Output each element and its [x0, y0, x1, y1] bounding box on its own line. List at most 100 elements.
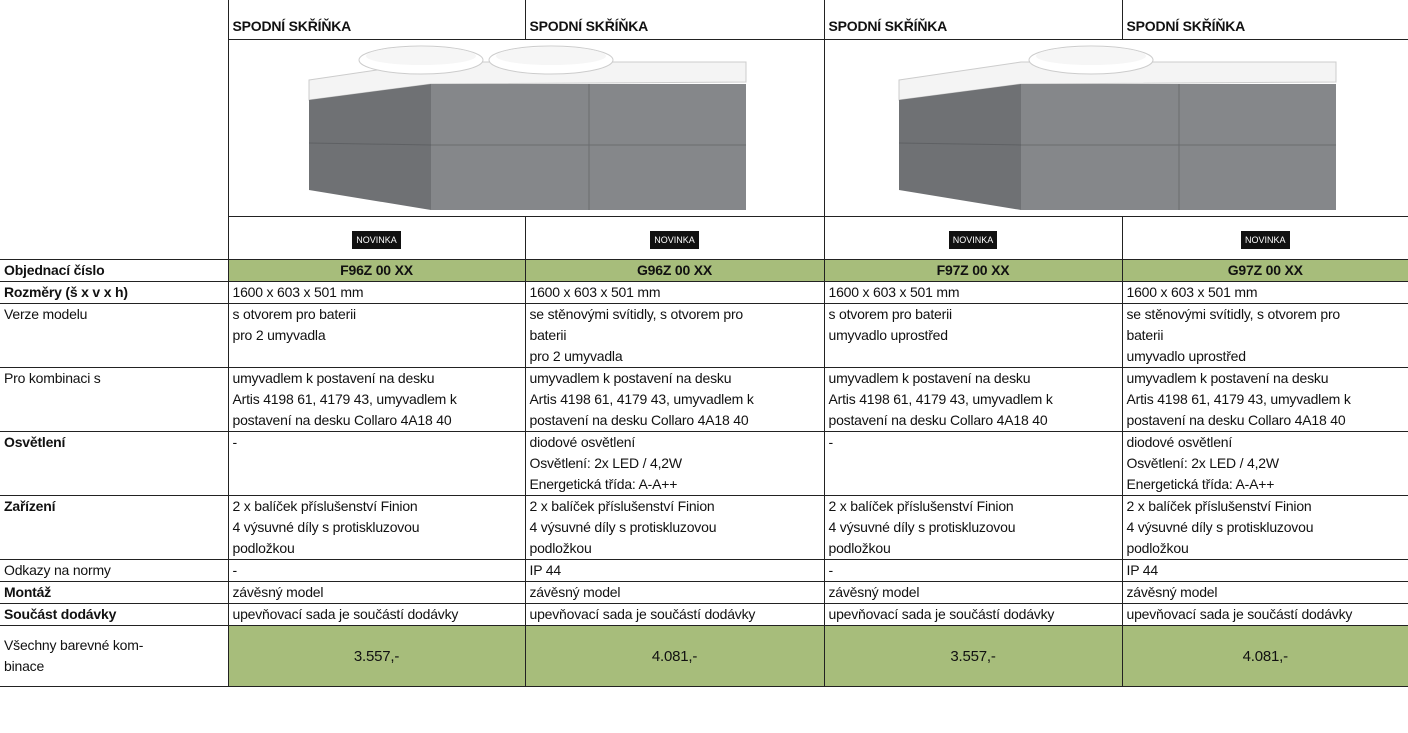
empty-cell [0, 0, 229, 40]
spec-cell: závěsný model [227, 581, 526, 604]
spec-cell: se stěnovými svítidly, s otvorem pro bate… [524, 303, 825, 368]
spec-row: Zařízení 2 x balíček příslušenství Finion… [0, 495, 1408, 560]
text-line: F97Z 00 XX [936, 262, 1010, 278]
text-line: umyvadlem k postavení na desku [1126, 370, 1329, 386]
text-line: Pro kombinaci s [4, 370, 101, 386]
spec-cell: 2 x balíček příslušenství Finion 4 výsuvn… [1121, 495, 1408, 560]
text-line: Artis 4198 61, 4179 43, umyvadlem k [529, 391, 754, 407]
text-line: Všechny barevné kom- [4, 637, 144, 653]
image-cell [823, 39, 1408, 217]
spec-table: SPODNÍ SKŘÍŇKA SPODNÍ SKŘÍŇKA SPODNÍ SKŘÍŇ… [0, 0, 1408, 687]
spec-cell: F97Z 00 XX [823, 259, 1123, 282]
row-label: Odkazy na normy [0, 559, 229, 582]
text-line: 2 x balíček příslušenství Finion [828, 498, 1014, 514]
text-line: 4.081,- [651, 647, 698, 665]
image-row [0, 39, 1408, 217]
text-line: Artis 4198 61, 4179 43, umyvadlem k [828, 391, 1053, 407]
spec-cell: IP 44 [524, 559, 825, 582]
row-label: Verze modelu [0, 303, 229, 368]
empty-cell [0, 216, 229, 260]
text-line: 4 výsuvné díly s protiskluzovou [1126, 519, 1314, 535]
text-line: 4 výsuvné díly s protiskluzovou [828, 519, 1016, 535]
spec-cell: F96Z 00 XX [227, 259, 526, 282]
spec-cell: závěsný model [524, 581, 825, 604]
text-line: Energetická třída: A-A++ [1126, 476, 1275, 492]
text-line: se stěnovými svítidly, s otvorem pro [529, 306, 744, 322]
spec-cell: umyvadlem k postavení na desku Artis 4198… [1121, 367, 1408, 432]
text-line: binace [4, 658, 45, 674]
text-line: 1600 x 603 x 501 mm [1126, 284, 1258, 300]
spec-cell: upevňovací sada je součástí dodávky [1121, 603, 1408, 626]
text-line: upevňovací sada je součástí dodávky [232, 606, 459, 622]
text-line: Montáž [4, 584, 52, 600]
spec-cell: G97Z 00 XX [1121, 259, 1408, 282]
text-line: s otvorem pro baterii [828, 306, 953, 322]
text-line: upevňovací sada je součástí dodávky [1126, 606, 1353, 622]
text-line: postavení na desku Collaro 4A18 40 [529, 412, 749, 428]
spec-cell: G96Z 00 XX [524, 259, 825, 282]
text-line: upevňovací sada je součástí dodávky [828, 606, 1055, 622]
text-line: umyvadlem k postavení na desku [828, 370, 1031, 386]
spec-row: Objednací číslo F96Z 00 XX G96Z 00 XX F97Z … [0, 259, 1408, 282]
spec-cell: diodové osvětlení Osvětlení: 2x LED / 4,2… [1121, 431, 1408, 496]
spec-cell: upevňovací sada je součástí dodávky [227, 603, 526, 626]
row-label: Objednací číslo [0, 259, 229, 282]
spec-cell: upevňovací sada je součástí dodávky [823, 603, 1123, 626]
text-line: postavení na desku Collaro 4A18 40 [1126, 412, 1346, 428]
badge-cell: NOVINKA [227, 216, 526, 260]
text-line: umyvadlo uprostřed [828, 327, 949, 343]
row-label: Všechny barevné kom-binace [0, 625, 229, 687]
row-label: Součást dodávky [0, 603, 229, 626]
text-line: 4.081,- [1242, 647, 1289, 665]
badge-cell: NOVINKA [524, 216, 825, 260]
text-line: Osvětlení: 2x LED / 4,2W [529, 455, 683, 471]
text-line: 1600 x 603 x 501 mm [828, 284, 960, 300]
row-label: Montáž [0, 581, 229, 604]
text-line: umyvadlem k postavení na desku [529, 370, 732, 386]
spec-cell: 4.081,- [524, 625, 825, 687]
text-line: Verze modelu [4, 306, 88, 322]
text-line: upevňovací sada je součástí dodávky [529, 606, 756, 622]
spec-cell: 2 x balíček příslušenství Finion 4 výsuvn… [227, 495, 526, 560]
spec-cell: upevňovací sada je součástí dodávky [524, 603, 825, 626]
spec-cell: diodové osvětlení Osvětlení: 2x LED / 4,2… [524, 431, 825, 496]
text-line: podložkou [529, 540, 592, 556]
text-line: Objednací číslo [4, 262, 105, 278]
text-line: 3.557,- [353, 647, 400, 665]
column-header: SPODNÍ SKŘÍŇKA [524, 0, 825, 40]
text-line: 1600 x 603 x 501 mm [232, 284, 364, 300]
spec-cell: - [823, 431, 1123, 496]
spec-cell: s otvorem pro baterii pro 2 umyvadla [227, 303, 526, 368]
text-line: 1600 x 603 x 501 mm [529, 284, 661, 300]
text-line: - [232, 434, 238, 450]
text-line: 3.557,- [950, 647, 996, 665]
spec-cell: - [227, 431, 526, 496]
text-line: Osvětlení: 2x LED / 4,2W [1126, 455, 1280, 471]
text-line: Artis 4198 61, 4179 43, umyvadlem k [232, 391, 457, 407]
spec-cell: 1600 x 603 x 501 mm [524, 281, 825, 304]
text-line: 4 výsuvné díly s protiskluzovou [529, 519, 717, 535]
spec-cell: umyvadlem k postavení na desku Artis 4198… [524, 367, 825, 432]
text-line: podložkou [828, 540, 891, 556]
header-row: SPODNÍ SKŘÍŇKA SPODNÍ SKŘÍŇKA SPODNÍ SKŘÍŇ… [0, 0, 1408, 40]
text-line: 4 výsuvné díly s protiskluzovou [232, 519, 420, 535]
spec-cell: 2 x balíček příslušenství Finion 4 výsuvn… [524, 495, 825, 560]
spec-row: Osvětlení - diodové osvětlení Osvětlení: 2x… [0, 431, 1408, 496]
text-line: diodové osvětlení [1126, 434, 1233, 450]
spec-cell: umyvadlem k postavení na desku Artis 4198… [823, 367, 1123, 432]
text-line: závěsný model [1126, 584, 1218, 600]
text-line: umyvadlem k postavení na desku [232, 370, 435, 386]
text-line: - [828, 562, 834, 578]
row-label: Pro kombinaci s [0, 367, 229, 432]
text-line: - [828, 434, 834, 450]
text-line: s otvorem pro baterii [232, 306, 357, 322]
text-line: F96Z 00 XX [340, 262, 413, 278]
spec-cell: IP 44 [1121, 559, 1408, 582]
text-line: pro 2 umyvadla [232, 327, 326, 343]
spec-row: Odkazy na normy - IP 44 - IP 44 [0, 559, 1408, 582]
text-line: 2 x balíček příslušenství Finion [232, 498, 418, 514]
text-line: baterii [529, 327, 567, 343]
badge-cell: NOVINKA [823, 216, 1123, 260]
column-header: SPODNÍ SKŘÍŇKA [1121, 0, 1408, 40]
